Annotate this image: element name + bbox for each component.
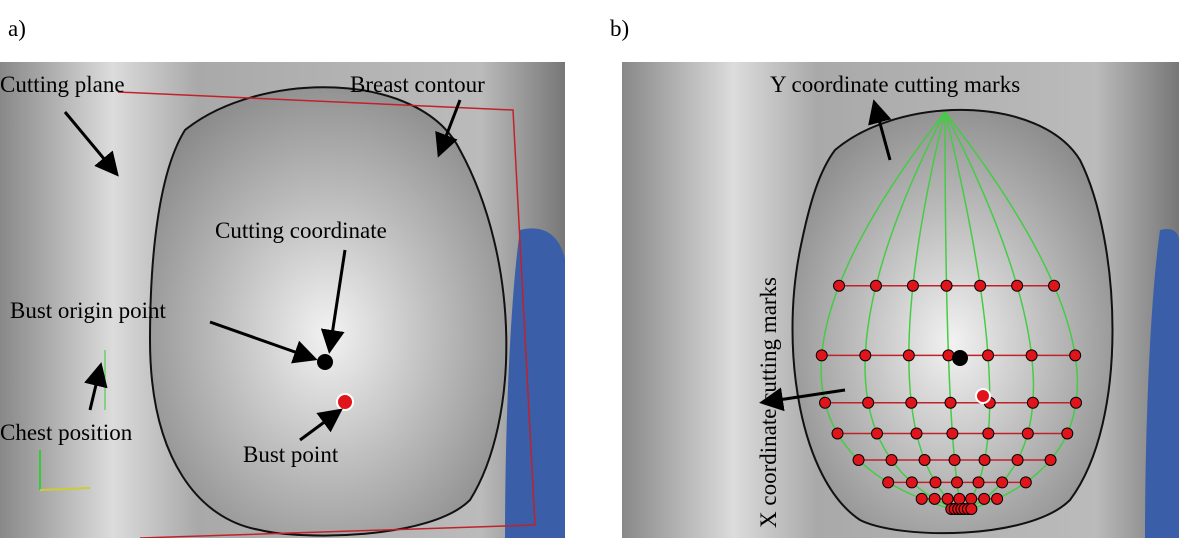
panel-b: Y coordinate cutting marks X coordinate … (622, 62, 1179, 538)
annotation: Breast contour (350, 72, 485, 97)
cutting-mark (1045, 455, 1056, 466)
cutting-mark (907, 280, 918, 291)
cutting-mark (903, 350, 914, 361)
cutting-mark (816, 350, 827, 361)
bust-point (976, 389, 990, 403)
figure: a) b) Cutting plane Breast contour Cutti… (0, 0, 1179, 538)
cutting-mark (951, 477, 962, 488)
cutting-mark (1070, 350, 1081, 361)
cutting-mark (1012, 455, 1023, 466)
cutting-mark (1026, 350, 1037, 361)
cutting-mark (949, 455, 960, 466)
cutting-mark (966, 493, 977, 504)
cutting-mark (992, 493, 1003, 504)
origin-point (317, 354, 333, 370)
cutting-mark (919, 455, 930, 466)
cutting-mark (834, 280, 845, 291)
annotation: Y coordinate cutting marks (770, 72, 1020, 97)
annotation: Chest position (0, 420, 133, 445)
cutting-mark (916, 493, 927, 504)
cutting-mark (942, 493, 953, 504)
annotation: Cutting coordinate (215, 218, 387, 243)
annotation: Bust point (243, 442, 339, 467)
cutting-mark (1012, 280, 1023, 291)
cutting-mark (997, 477, 1008, 488)
cutting-mark (906, 477, 917, 488)
origin-point (952, 350, 968, 366)
cutting-mark (941, 280, 952, 291)
figure-canvas: a) b) Cutting plane Breast contour Cutti… (0, 0, 1179, 538)
annotation: X coordinate cutting marks (756, 277, 781, 528)
cutting-mark (1071, 397, 1082, 408)
cutting-mark (863, 397, 874, 408)
cutting-mark (883, 477, 894, 488)
cutting-mark (1062, 428, 1073, 439)
cutting-mark (1027, 397, 1038, 408)
cutting-mark (929, 493, 940, 504)
cutting-mark (979, 493, 990, 504)
panel-label: b) (610, 16, 629, 41)
cutting-mark (820, 397, 831, 408)
cutting-mark (886, 455, 897, 466)
cutting-mark (911, 428, 922, 439)
breast-contour (150, 87, 506, 535)
panel-label: a) (8, 16, 26, 41)
cutting-mark (870, 280, 881, 291)
cutting-mark (1049, 280, 1060, 291)
breast-contour (793, 110, 1113, 533)
cutting-mark (945, 397, 956, 408)
cutting-mark (973, 477, 984, 488)
cutting-mark (1020, 477, 1031, 488)
cutting-mark (954, 493, 965, 504)
cutting-mark (906, 397, 917, 408)
cutting-mark (966, 504, 977, 515)
bust-point (337, 394, 353, 410)
panel-a: Cutting plane Breast contour Cutting coo… (0, 62, 565, 538)
cutting-mark (975, 280, 986, 291)
annotation: Bust origin point (10, 298, 167, 323)
cutting-mark (1022, 428, 1033, 439)
cutting-mark (983, 350, 994, 361)
cutting-mark (930, 477, 941, 488)
cutting-mark (853, 455, 864, 466)
annotation: Cutting plane (0, 72, 125, 97)
cutting-mark (947, 428, 958, 439)
cutting-mark (832, 428, 843, 439)
cutting-mark (979, 455, 990, 466)
cutting-mark (983, 428, 994, 439)
cutting-mark (860, 350, 871, 361)
cutting-mark (872, 428, 883, 439)
